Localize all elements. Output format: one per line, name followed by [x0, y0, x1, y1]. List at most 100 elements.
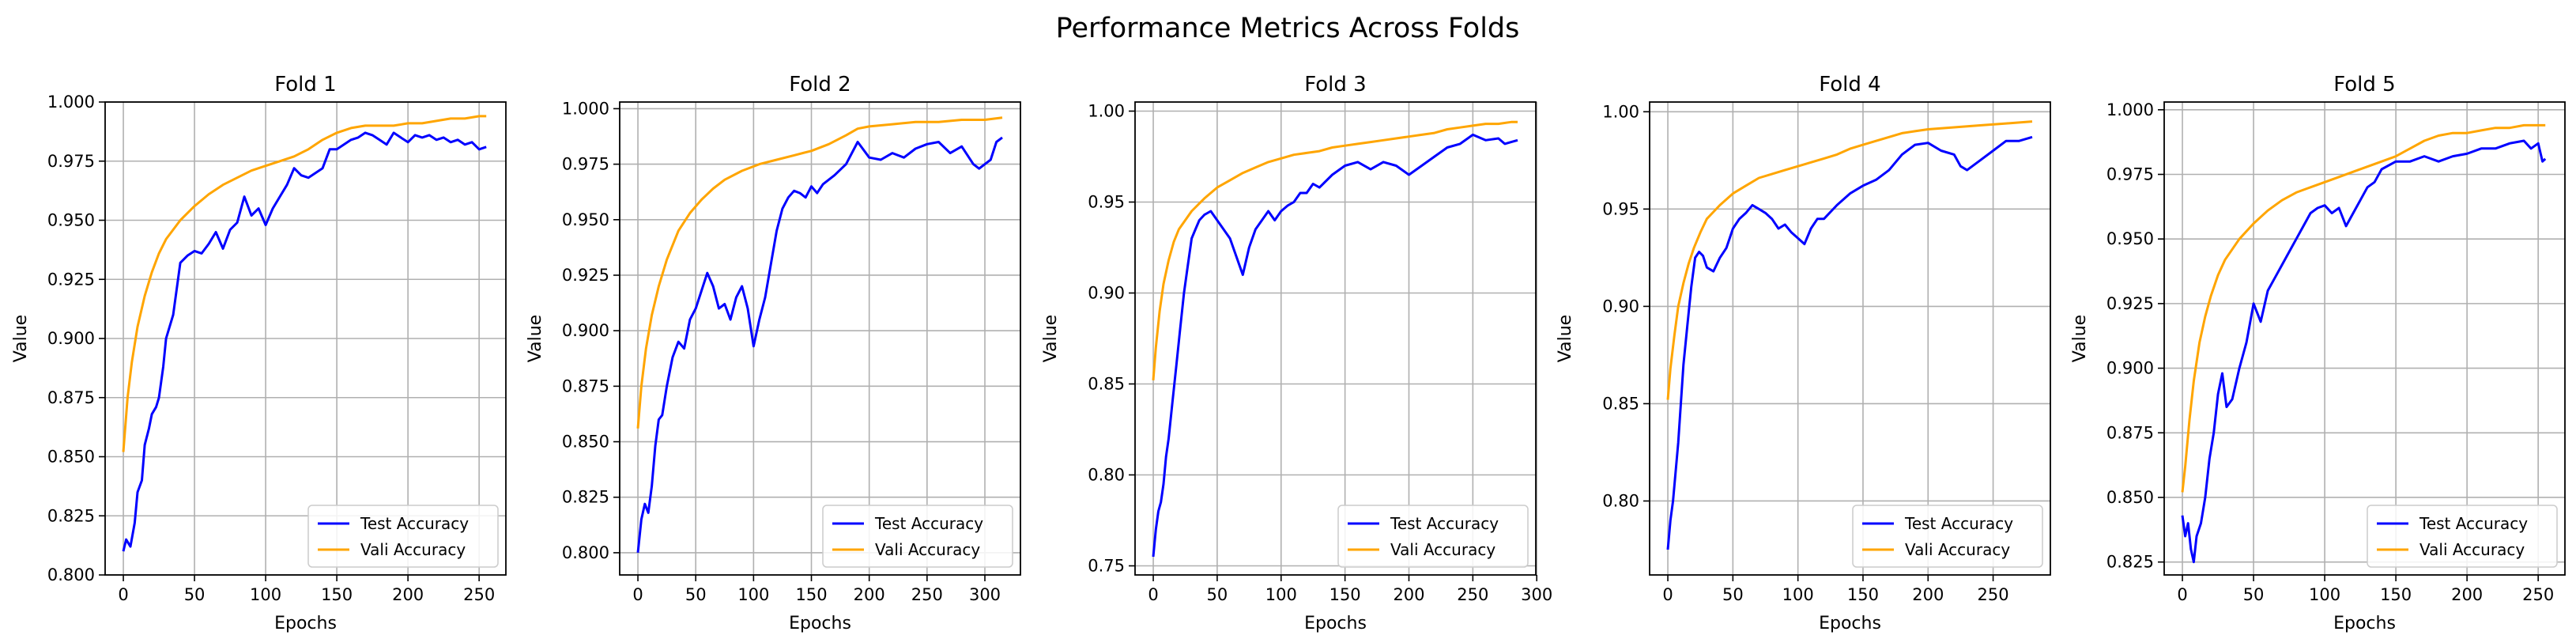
x-axis-label: Epochs: [274, 614, 337, 633]
y-tick-label: 0.825: [2106, 553, 2154, 572]
x-tick-label: 50: [2243, 585, 2265, 604]
legend-box: [307, 505, 499, 568]
x-tick-label: 0: [1662, 585, 1673, 604]
y-tick-label: 0.800: [47, 565, 95, 584]
x-tick-label: 0: [118, 585, 128, 604]
x-tick-label: 250: [911, 585, 943, 604]
x-tick-label: 300: [969, 585, 1001, 604]
legend-label: Vali Accuracy: [1390, 540, 1495, 559]
legend-label: Vali Accuracy: [360, 540, 466, 559]
y-tick-label: 0.95: [1088, 193, 1125, 212]
x-tick-label: 150: [2380, 585, 2412, 604]
y-tick-label: 0.875: [47, 388, 95, 407]
x-axis-label: Epochs: [1304, 614, 1367, 633]
y-tick-label: 0.950: [2106, 229, 2154, 248]
legend-box: [822, 505, 1013, 568]
legend-label: Vali Accuracy: [875, 540, 980, 559]
x-tick-label: 50: [1207, 585, 1228, 604]
y-tick-label: 0.900: [47, 329, 95, 348]
fold-panel-5: 0 50 100 150 200 250 0.825 0.850 0.875 0.900 0.925…: [2070, 73, 2566, 633]
axes-frame: [1134, 101, 1537, 576]
axes-frame: [1649, 101, 2051, 576]
vali-accuracy-line: [636, 116, 1003, 429]
y-tick-label: 0.925: [562, 266, 609, 285]
vali-accuracy-line: [1152, 120, 1518, 381]
x-tick-label: 250: [463, 585, 495, 604]
x-tick-label: 300: [1521, 585, 1552, 604]
legend-box: [2367, 505, 2558, 568]
panel-title: Fold 1: [274, 73, 336, 96]
legend: Test Accuracy Vali Accuracy: [1337, 505, 1529, 568]
y-axis-label: Value: [1556, 315, 1575, 362]
vali-accuracy-line: [122, 115, 487, 452]
x-tick-label: 250: [2522, 585, 2554, 604]
x-tick-label: 150: [795, 585, 827, 604]
x-tick-label: 200: [1393, 585, 1424, 604]
x-tick-label: 150: [1847, 585, 1879, 604]
y-axis-label: Value: [11, 315, 31, 362]
legend-label: Test Accuracy: [874, 514, 983, 533]
panel-title: Fold 3: [1304, 73, 1366, 96]
fold-panels: 0 50 100 150 200 2500.8000.8250.8500.8750.900…: [11, 73, 2566, 633]
y-tick-label: 0.925: [2106, 294, 2154, 313]
y-tick-label: 0.950: [47, 211, 95, 230]
y-tick-label: 1.000: [47, 93, 95, 112]
y-tick-label: 0.825: [47, 506, 95, 525]
panel-title: Fold 5: [2333, 73, 2395, 96]
y-tick-label: 0.75: [1088, 557, 1125, 576]
y-tick-label: 0.850: [2106, 488, 2154, 507]
fold-panel-3: 0 50 100 150 200 250 300 0.75 0.80 0.85 0.90 0.95 1.…: [1041, 73, 1552, 633]
x-tick-label: 150: [321, 585, 353, 604]
y-axis-label: Value: [2070, 315, 2090, 362]
test-accuracy-line: [1666, 135, 2033, 550]
y-tick-label: 0.900: [2106, 359, 2154, 378]
y-tick-label: 0.900: [562, 321, 609, 340]
x-tick-label: 100: [737, 585, 769, 604]
y-axis-label: Value: [526, 315, 545, 362]
test-accuracy-line: [122, 131, 487, 552]
legend-box: [1852, 505, 2043, 568]
y-tick-label: 0.850: [562, 433, 609, 452]
figure-title: Performance Metrics Across Folds: [1056, 13, 1520, 44]
y-tick-label: 0.950: [562, 210, 609, 229]
legend-box: [1337, 505, 1529, 568]
legend: Test Accuracy Vali Accuracy: [307, 505, 499, 568]
y-tick-label: 0.90: [1088, 284, 1125, 303]
fold-panel-1: 0 50 100 150 200 250 0.800 0.825 0.850 0.875 0.900…: [11, 73, 507, 633]
y-tick-label: 0.975: [2106, 164, 2154, 183]
x-tick-label: 50: [1722, 585, 1744, 604]
panel-title: Fold 4: [1819, 73, 1880, 96]
x-tick-label: 250: [1978, 585, 2009, 604]
y-tick-label: 0.85: [1602, 394, 1639, 413]
panel-title: Fold 2: [789, 73, 850, 96]
y-tick-label: 0.80: [1088, 466, 1125, 485]
x-axis-label: Epochs: [789, 614, 851, 633]
legend-label: Test Accuracy: [1390, 514, 1499, 533]
vali-accuracy-line: [1666, 120, 2033, 400]
x-tick-label: 100: [1782, 585, 1814, 604]
y-tick-label: 0.90: [1602, 297, 1639, 316]
x-tick-label: 100: [1265, 585, 1297, 604]
y-tick-label: 0.975: [47, 152, 95, 171]
x-tick-label: 200: [392, 585, 424, 604]
x-tick-label: 150: [1329, 585, 1361, 604]
y-tick-label: 1.000: [562, 99, 609, 118]
fold-panel-2: 0 50 100 150 200 250 300 0.800 0.825 0.850 0.875 0.…: [526, 73, 1021, 633]
y-tick-label: 0.800: [562, 543, 609, 562]
x-tick-label: 0: [632, 585, 643, 604]
y-tick-label: 1.00: [1602, 102, 1639, 121]
fold-panel-4: 0 50 100 150 200 250 0.80 0.85 0.90 0.95 1.00 Fold …: [1556, 73, 2051, 633]
test-accuracy-line: [2181, 139, 2547, 564]
y-tick-label: 1.00: [1088, 102, 1125, 121]
x-tick-label: 0: [1148, 585, 1158, 604]
y-tick-label: 0.825: [562, 488, 609, 507]
test-accuracy-line: [636, 136, 1003, 554]
y-tick-label: 0.875: [562, 376, 609, 395]
x-axis-label: Epochs: [2333, 614, 2396, 633]
legend: Test Accuracy Vali Accuracy: [822, 505, 1013, 568]
x-tick-label: 50: [184, 585, 206, 604]
x-axis-label: Epochs: [1819, 614, 1881, 633]
axes-frame: [2163, 101, 2566, 576]
legend-label: Test Accuracy: [360, 514, 469, 533]
